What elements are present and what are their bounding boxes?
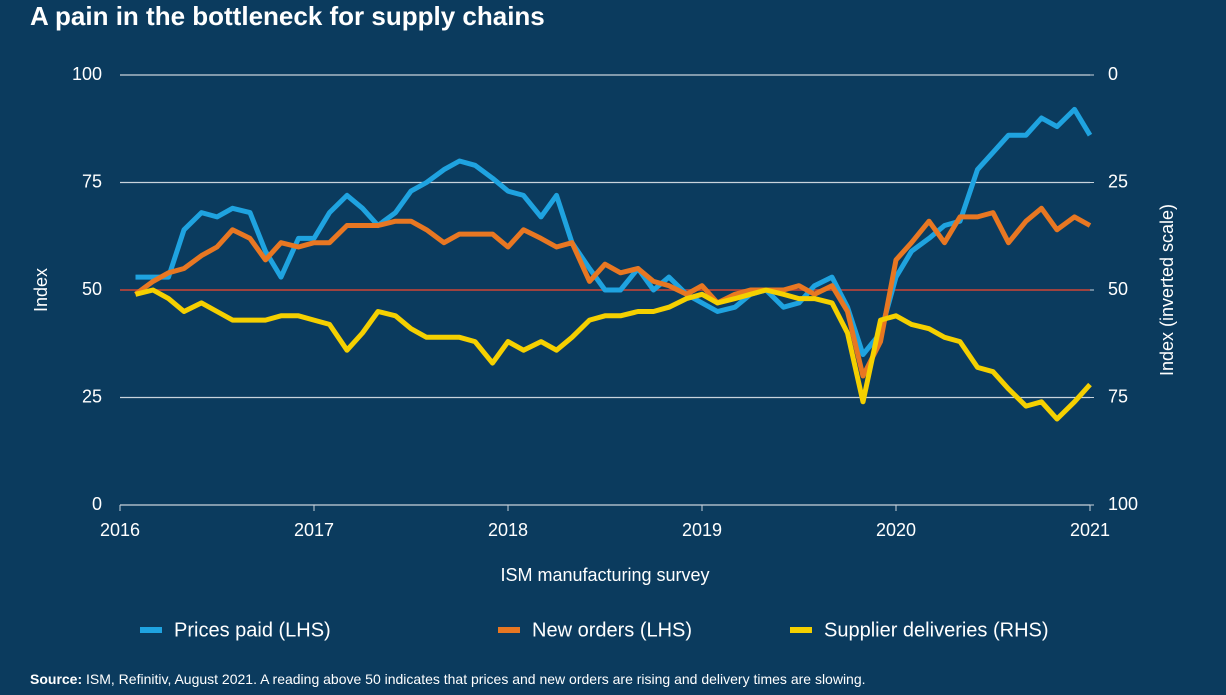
source: Source: ISM, Refinitiv, August 2021. A r… <box>30 671 866 687</box>
series-line <box>134 205 1092 379</box>
y-tick-label: 100 <box>72 64 102 84</box>
source-label: Source: <box>30 671 82 687</box>
y2-tick-label: 25 <box>1108 171 1128 191</box>
y-tick-label: 75 <box>82 171 102 191</box>
x-tick-label: 2018 <box>488 520 528 540</box>
y2-tick-label: 75 <box>1108 386 1128 406</box>
x-tick-label: 2020 <box>876 520 916 540</box>
y-tick-label: 50 <box>82 279 102 299</box>
chart-title: A pain in the bottleneck for supply chai… <box>30 1 545 31</box>
legend-label: Supplier deliveries (RHS) <box>824 619 1049 641</box>
series-line <box>134 287 1092 422</box>
y2-tick-label: 0 <box>1108 64 1118 84</box>
x-axis-label: ISM manufacturing survey <box>500 565 709 585</box>
y2-axis-label: Index (inverted scale) <box>1157 204 1177 376</box>
x-tick-label: 2017 <box>294 520 334 540</box>
y2-tick-label: 100 <box>1108 494 1138 514</box>
source-text: ISM, Refinitiv, August 2021. A reading a… <box>86 671 866 687</box>
x-tick-label: 2019 <box>682 520 722 540</box>
y-tick-label: 0 <box>92 494 102 514</box>
x-tick-label: 2021 <box>1070 520 1110 540</box>
y-axis-label: Index <box>31 268 51 312</box>
legend-label: New orders (LHS) <box>532 619 692 641</box>
y2-tick-label: 50 <box>1108 279 1128 299</box>
legend-label: Prices paid (LHS) <box>174 619 331 641</box>
y-tick-label: 25 <box>82 386 102 406</box>
x-tick-label: 2016 <box>100 520 140 540</box>
